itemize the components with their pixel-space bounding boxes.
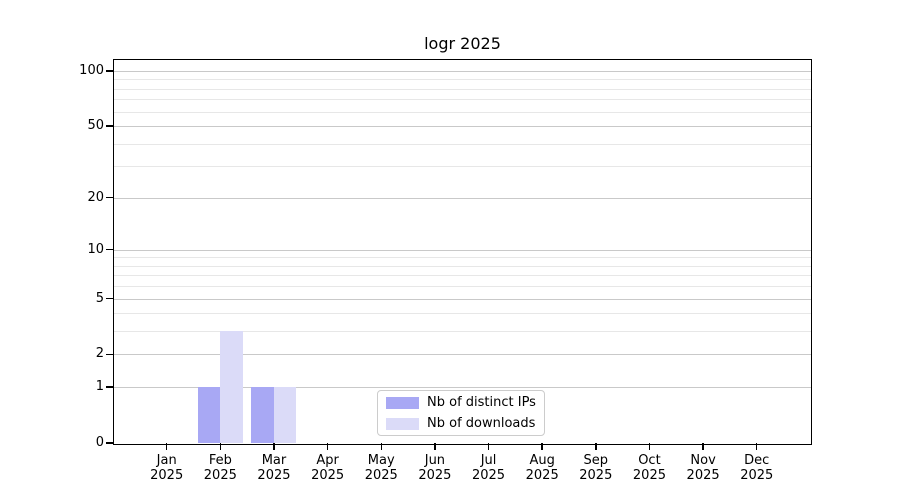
x-tick-label-feb: Feb 2025 (203, 453, 237, 483)
y-tick-20 (106, 196, 113, 199)
x-tick-label-aug: Aug 2025 (525, 453, 559, 483)
gridline-minor-80 (114, 88, 811, 90)
x-tick-mar (273, 443, 275, 450)
x-tick-jan (166, 443, 168, 450)
x-tick-label-jan: Jan 2025 (150, 453, 184, 483)
y-tick-label-100: 100 (79, 63, 104, 78)
gridline-minor-30 (114, 166, 811, 168)
x-tick-label-may: May 2025 (364, 453, 398, 483)
gridline-minor-70 (114, 99, 811, 101)
gridline-major-100 (114, 71, 811, 72)
gridline-major-2 (114, 354, 811, 356)
gridline-minor-8 (114, 265, 811, 267)
gridline-minor-6 (114, 286, 811, 288)
y-tick-10 (106, 249, 113, 251)
x-tick-label-apr: Apr 2025 (311, 453, 345, 483)
y-tick-100 (106, 70, 113, 72)
chart-title: logr 2025 (424, 34, 501, 53)
x-tick-sep (595, 443, 597, 450)
x-tick-feb (219, 443, 222, 450)
gridline-major-10 (114, 249, 811, 251)
y-tick-label-0: 0 (95, 435, 104, 450)
x-tick-jun (434, 443, 436, 450)
x-tick-label-mar: Mar 2025 (257, 453, 291, 483)
legend-swatch-downloads (386, 417, 419, 430)
gridline-minor-7 (114, 275, 811, 277)
x-tick-label-sep: Sep 2025 (579, 453, 613, 483)
y-tick-label-10: 10 (87, 241, 104, 257)
plot-area (114, 60, 811, 443)
gridline-major-50 (114, 126, 811, 128)
gridline-minor-60 (114, 111, 811, 113)
gridline-major-1 (114, 387, 811, 389)
gridline-minor-4 (114, 313, 811, 315)
legend-label-distinct-ips: Nb of distinct IPs (427, 395, 536, 410)
gridline-major-5 (114, 298, 811, 300)
y-tick-0 (106, 442, 113, 444)
bar-distinct-ips-feb (197, 387, 221, 443)
y-tick-label-2: 2 (95, 346, 104, 362)
gridline-minor-3 (114, 331, 811, 333)
legend-item-downloads: Nb of downloads (386, 416, 544, 431)
gridline-major-20 (114, 197, 811, 199)
gridline-minor-90 (114, 79, 811, 81)
y-tick-1 (106, 386, 113, 388)
x-tick-label-dec: Dec 2025 (740, 453, 774, 483)
x-tick-aug (541, 443, 543, 450)
x-tick-may (380, 443, 382, 450)
bar-downloads-mar (273, 387, 297, 443)
bar-distinct-ips-mar (251, 387, 274, 443)
gridline-minor-40 (114, 143, 811, 145)
legend-label-downloads: Nb of downloads (427, 416, 536, 431)
x-tick-nov (702, 443, 704, 450)
y-tick-label-20: 20 (87, 189, 104, 205)
x-tick-apr (326, 443, 329, 450)
x-tick-label-jul: Jul 2025 (471, 453, 506, 483)
gridline-minor-9 (114, 257, 811, 259)
x-tick-oct (648, 443, 651, 450)
y-tick-5 (106, 297, 113, 300)
y-tick-label-50: 50 (87, 118, 104, 134)
legend-item-distinct-ips: Nb of distinct IPs (386, 395, 544, 410)
x-tick-label-nov: Nov 2025 (686, 453, 720, 483)
y-tick-2 (106, 353, 113, 356)
legend: Nb of distinct IPs Nb of downloads (377, 390, 545, 436)
legend-swatch-distinct-ips (386, 396, 419, 409)
y-tick-label-5: 5 (95, 290, 104, 306)
y-tick-label-1: 1 (95, 379, 104, 395)
x-tick-label-jun: Jun 2025 (418, 453, 452, 483)
bar-downloads-feb (220, 331, 243, 443)
x-tick-dec (756, 443, 758, 450)
x-tick-jul (487, 443, 490, 450)
x-tick-label-oct: Oct 2025 (632, 453, 666, 483)
y-tick-50 (106, 125, 113, 127)
